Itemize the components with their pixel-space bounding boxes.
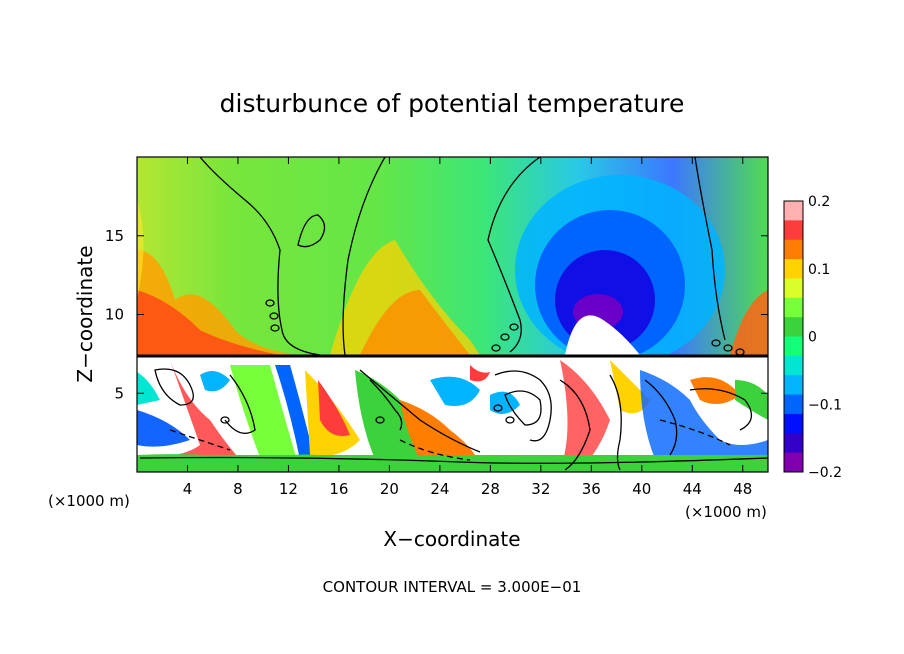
colorbar-tick-label: 0 [808,330,817,346]
y-tick-label: 10 [105,306,124,324]
x-tick-label: 12 [279,480,298,498]
y-axis-label: Z−coordinate [73,245,97,382]
colorbar-swatch [784,336,803,357]
y-tick-label: 5 [114,384,124,402]
contour-lines [139,157,768,471]
colorbar-swatch [784,297,803,318]
x-tick-label: 36 [582,480,601,498]
colorbar-swatch [784,317,803,337]
chart-title: disturbunce of potential temperature [220,89,685,118]
x-tick-label: 28 [481,480,500,498]
x-axis-label: X−coordinate [383,527,520,551]
x-tick-label: 32 [531,480,550,498]
colorbar [783,200,804,473]
colorbar-swatch [784,259,803,279]
y-axis: 5 10 15 [105,227,768,402]
x-tick-label: 8 [233,480,243,498]
colorbar-ticks: 0.2 0.1 0 −0.1 −0.2 [808,194,842,481]
x-tick-label: 20 [380,480,399,498]
colorbar-swatch [784,413,803,434]
heatmap-field [137,157,768,472]
y-tick-label: 15 [105,227,124,245]
colorbar-frame [783,200,804,473]
colorbar-tick-label: −0.1 [808,397,842,413]
colorbar-tick-label: 0.2 [808,194,830,210]
x-tick-label: 24 [430,480,449,498]
x-tick-label: 40 [632,480,651,498]
colorbar-swatch [784,375,803,396]
contour-interval-note: CONTOUR INTERVAL = 3.000E−01 [323,578,582,596]
colorbar-tick-label: −0.2 [808,465,842,481]
colorbar-swatch [784,433,803,454]
colorbar-swatch [784,278,803,299]
colorbar-swatch [784,220,803,241]
colorbar-swatch [784,239,803,260]
x-units-right: (×1000 m) [685,503,767,521]
x-tick-label: 16 [329,480,348,498]
x-tick-label: 4 [183,480,193,498]
x-units-left: (×1000 m) [48,492,130,510]
colorbar-swatch [784,452,803,473]
colorbar-swatch [784,394,803,415]
x-tick-label: 48 [733,480,752,498]
x-tick-label: 44 [683,480,702,498]
colorbar-swatch [784,355,803,376]
x-axis: 4 8 12 16 20 24 28 32 36 40 44 48 [183,157,752,498]
colorbar-tick-label: 0.1 [808,262,830,278]
colorbar-swatch [784,201,803,221]
